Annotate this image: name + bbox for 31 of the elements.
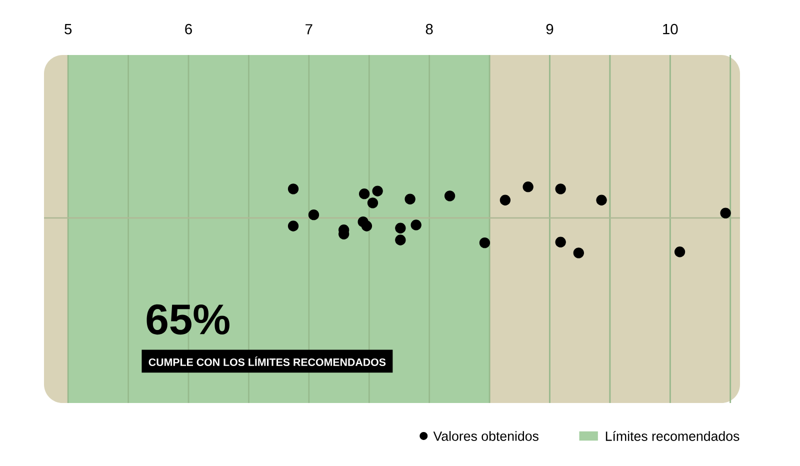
point xyxy=(573,248,584,258)
x-tick-label: 8 xyxy=(426,24,433,34)
point xyxy=(410,220,422,230)
point xyxy=(500,194,511,206)
point xyxy=(358,188,370,200)
point xyxy=(720,208,731,218)
point xyxy=(361,220,372,232)
point xyxy=(674,246,686,258)
point xyxy=(395,222,406,234)
point xyxy=(367,198,378,208)
point xyxy=(372,186,383,196)
point xyxy=(479,237,490,248)
point xyxy=(444,190,456,202)
text: 65% xyxy=(146,304,230,335)
x-tick-label: 6 xyxy=(185,24,192,34)
x-tick-label: 5 xyxy=(64,24,72,34)
legend-label: Valores obtenidos xyxy=(433,431,538,441)
point xyxy=(404,194,416,204)
x-tick-label: 9 xyxy=(546,24,554,34)
point xyxy=(522,182,534,192)
point xyxy=(308,209,320,220)
text: CUMPLE CON LOS LÍMITES RECOMENDADOS xyxy=(148,356,386,366)
x-tick-label: 10 xyxy=(663,24,678,34)
x-tick-label: 7 xyxy=(306,24,312,34)
point xyxy=(596,194,607,206)
point xyxy=(555,184,566,194)
point xyxy=(288,184,299,194)
point xyxy=(288,220,299,232)
legend-label: Límites recomendados xyxy=(606,431,740,441)
point xyxy=(555,236,566,248)
point xyxy=(395,234,406,246)
